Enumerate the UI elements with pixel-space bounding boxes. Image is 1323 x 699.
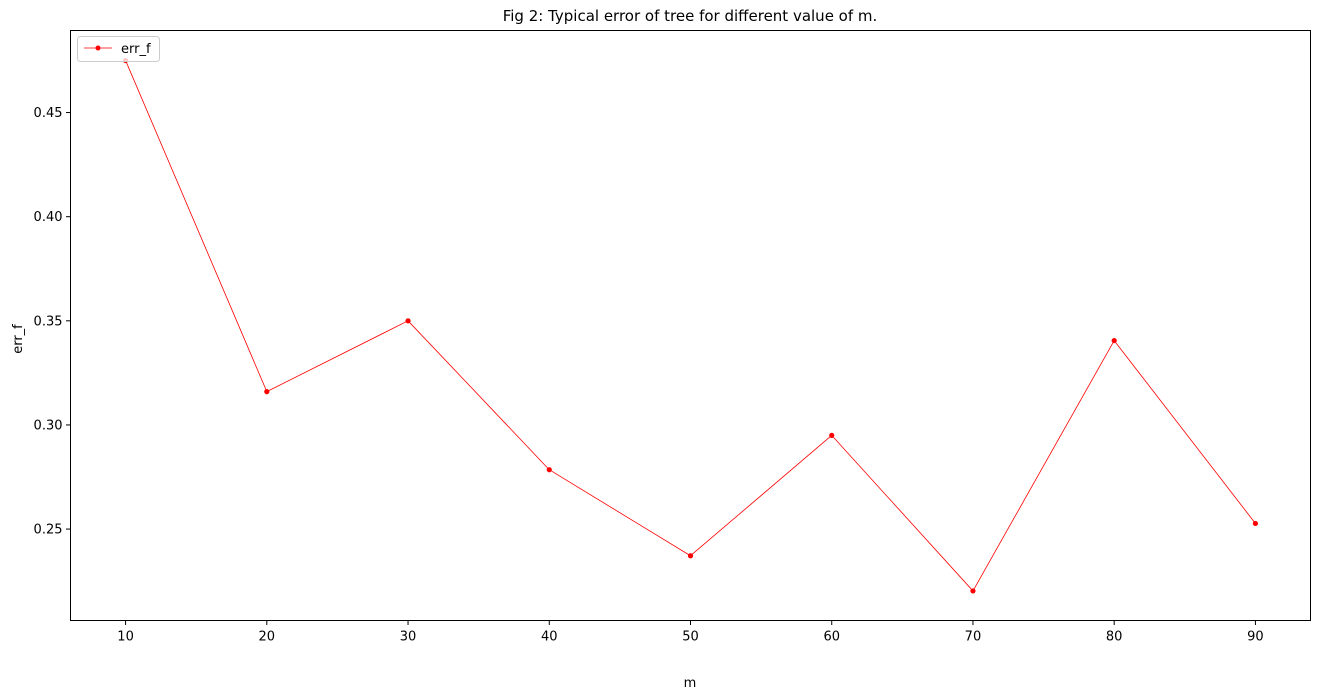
x-axis-ticks: 10 20 30 40 50 60 70 80 90 xyxy=(117,620,1264,645)
y-tick-label: 0.45 xyxy=(34,106,63,121)
x-tick-label: 20 xyxy=(259,630,276,645)
y-axis-ticks: 0.25 0.30 0.35 0.40 0.45 xyxy=(34,106,71,538)
chart-title: Fig 2: Typical error of tree for differe… xyxy=(503,7,878,25)
series-layer xyxy=(122,57,1259,594)
data-point xyxy=(264,389,270,395)
legend-label: err_f xyxy=(121,42,151,57)
y-tick-label: 0.35 xyxy=(34,314,63,329)
x-tick-label: 40 xyxy=(541,630,558,645)
data-point xyxy=(1111,337,1117,344)
x-tick-label: 10 xyxy=(117,630,134,645)
data-point xyxy=(405,318,411,324)
x-tick-label: 30 xyxy=(400,630,417,645)
plot-frame xyxy=(70,30,1311,621)
y-tick-label: 0.30 xyxy=(34,418,63,433)
y-tick-label: 0.25 xyxy=(34,523,63,538)
data-point xyxy=(1252,520,1259,527)
x-tick-label: 60 xyxy=(823,630,840,645)
legend-marker-swatch xyxy=(95,45,101,51)
data-point xyxy=(829,432,835,438)
x-tick-label: 80 xyxy=(1106,630,1123,645)
x-axis-label: m xyxy=(684,676,697,691)
x-tick-label: 70 xyxy=(965,630,982,645)
legend: err_f xyxy=(77,36,160,62)
x-tick-label: 90 xyxy=(1247,630,1264,645)
x-tick-label: 50 xyxy=(682,630,699,645)
y-axis-label: err_f xyxy=(11,324,26,354)
data-point xyxy=(687,553,694,559)
data-point xyxy=(970,588,976,594)
legend-box xyxy=(77,36,160,62)
data-point xyxy=(546,467,552,473)
y-tick-label: 0.40 xyxy=(34,210,63,225)
